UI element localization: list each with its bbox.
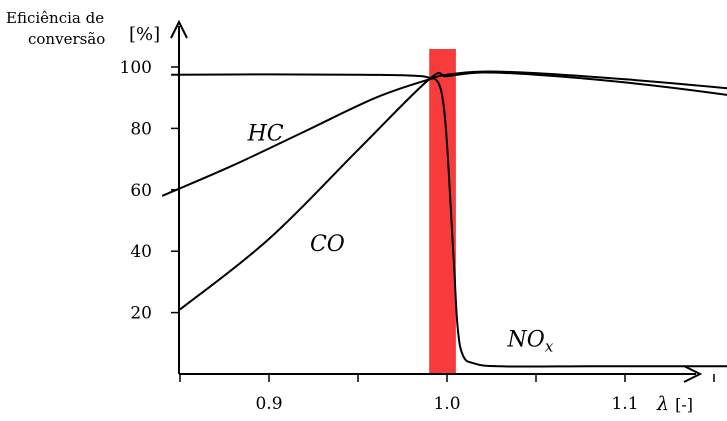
y-axis-unit: [%] (129, 24, 160, 45)
series-label-subscript: x (545, 337, 554, 355)
series-label-text: NO (507, 327, 545, 352)
x-axis-unit: [-] (675, 395, 693, 414)
label-layer: HC CO NOx (247, 122, 554, 356)
series-line-nox (171, 73, 727, 368)
series-label-nox: NOx (507, 327, 554, 355)
y-axis-title-line1: Eficiência de (6, 9, 105, 27)
series-label-co: CO (310, 232, 345, 257)
y-tick-label: 20 (130, 304, 152, 324)
y-tick-label: 100 (120, 58, 152, 78)
series-label-text: CO (310, 232, 345, 257)
series-layer (161, 70, 727, 368)
series-label-text: HC (247, 122, 284, 147)
y-axis-title-line2: conversão (28, 30, 106, 48)
lambda-symbol: λ (656, 393, 675, 415)
x-tick-label: 1.1 (611, 394, 638, 414)
y-axis-arrow (170, 19, 188, 39)
y-tick-label: 40 (130, 242, 152, 262)
series-label-hc: HC (247, 122, 284, 147)
x-tick-label: 1.0 (433, 394, 460, 414)
series-line-co (179, 71, 727, 311)
y-tick-label: 60 (130, 181, 152, 201)
y-tick-label: 80 (130, 119, 152, 139)
axes: 0.9 1.0 1.1 20 40 60 80 100 [%] λ [-] (120, 19, 715, 415)
x-axis-title: λ [-] (656, 393, 693, 415)
x-tick-label: 0.9 (255, 394, 282, 414)
x-axis-arrow (683, 365, 703, 383)
series-line-hc (161, 70, 727, 197)
